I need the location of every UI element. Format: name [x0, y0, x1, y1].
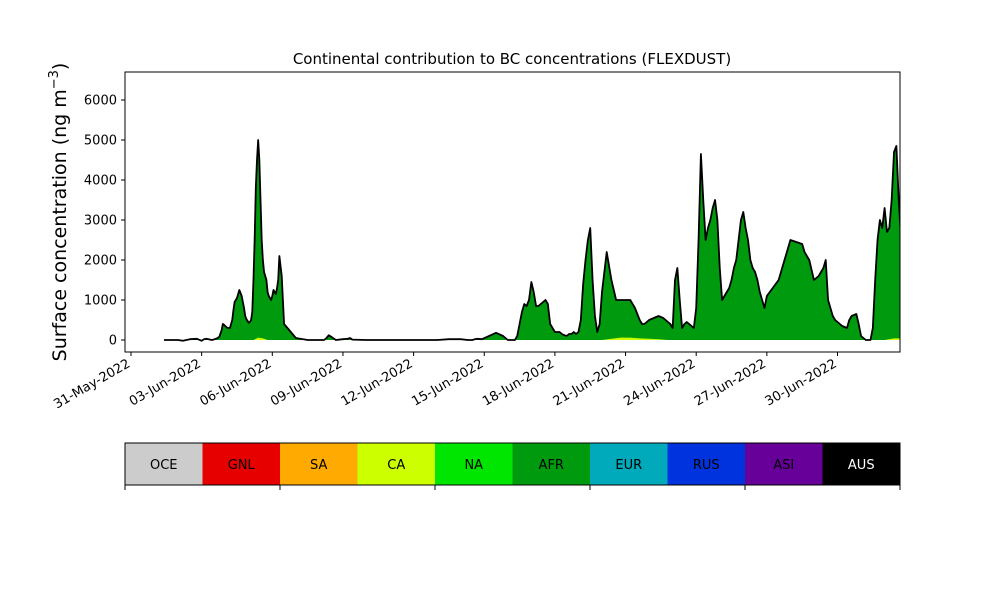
series-line-afr [163, 139, 900, 342]
y-axis-label-superscript: −3 [47, 70, 62, 89]
legend-label-na: NA [464, 458, 483, 473]
y-tick-label: 5000 [84, 134, 117, 149]
legend-frame [124, 442, 901, 486]
legend-label-oce: OCE [150, 458, 178, 473]
legend-label-sa: SA [310, 458, 327, 473]
y-tick-label: 6000 [84, 94, 117, 109]
legend-swatch-afr [512, 443, 590, 485]
legend-label-asi: ASI [773, 458, 794, 473]
legend-swatch-aus [822, 443, 900, 485]
y-tick-label: 3000 [84, 214, 117, 229]
legend-label-ca: CA [387, 458, 405, 473]
y-tick-label: 0 [109, 334, 117, 349]
legend-label-aus: AUS [848, 458, 875, 473]
legend-label-rus: RUS [693, 458, 720, 473]
y-tick-label: 1000 [84, 294, 117, 309]
y-tick-label: 2000 [84, 254, 117, 269]
legend-swatch-ca [357, 443, 435, 485]
legend-swatch-asi [745, 443, 823, 485]
y-axis-label-close: ) [49, 63, 71, 70]
legend-swatch-oce [125, 443, 203, 485]
y-tick-label: 4000 [84, 174, 117, 189]
legend-label-afr: AFR [539, 458, 564, 473]
axes-frame [124, 71, 901, 353]
legend-swatch-eur [590, 443, 668, 485]
legend-swatch-sa [280, 443, 358, 485]
series-area-afr [163, 140, 900, 341]
legend-swatch-gnl [202, 443, 280, 485]
legend-swatch-rus [667, 443, 745, 485]
y-axis-label: Surface concentration (ng m−3) [47, 63, 71, 362]
legend: OCE GNL SA CA NA AFR EUR RUS ASI AUS [124, 442, 901, 490]
legend-label-gnl: GNL [228, 458, 256, 473]
legend-label-eur: EUR [615, 458, 642, 473]
chart-title: Continental contribution to BC concentra… [293, 50, 731, 68]
legend-swatch-na [435, 443, 513, 485]
y-axis-label-main: Surface concentration (ng m [49, 89, 71, 361]
